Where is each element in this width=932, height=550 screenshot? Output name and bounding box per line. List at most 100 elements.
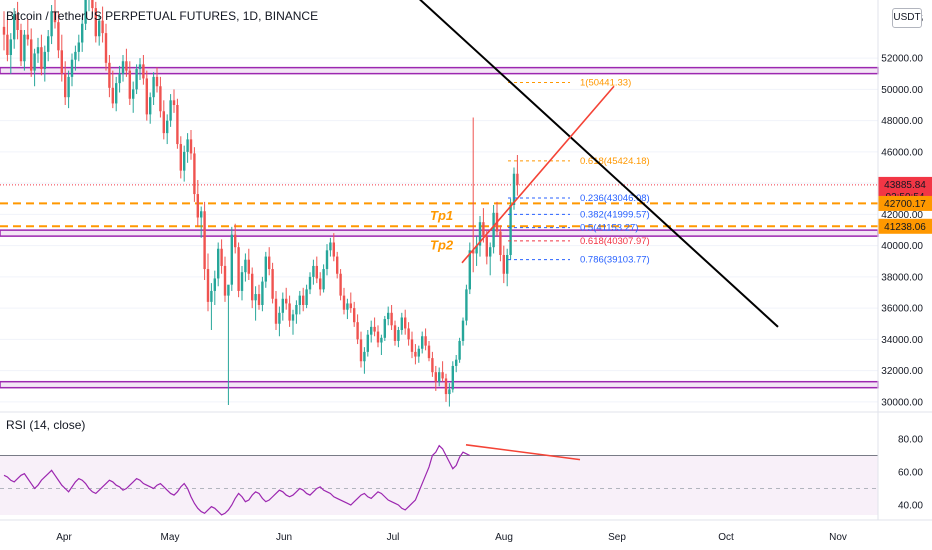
y-axis-tick-label: 50000.00 bbox=[881, 85, 923, 96]
candle-body bbox=[98, 20, 101, 37]
candle-body bbox=[108, 62, 111, 88]
candle-body bbox=[421, 336, 424, 349]
candle-body bbox=[356, 322, 359, 340]
candle-body bbox=[176, 105, 179, 145]
candle-body bbox=[492, 212, 495, 248]
candle-body bbox=[26, 34, 29, 40]
candle-body bbox=[57, 22, 60, 51]
candle-body bbox=[441, 372, 444, 379]
candle-body bbox=[104, 33, 108, 63]
candle-body bbox=[319, 278, 322, 290]
candle-body bbox=[485, 236, 488, 257]
candle-body bbox=[397, 330, 400, 341]
candle-body bbox=[169, 100, 172, 121]
candle-body bbox=[506, 255, 509, 274]
y-axis-tick-label: 40000.00 bbox=[881, 241, 923, 252]
candle-body bbox=[268, 256, 271, 270]
candle-body bbox=[424, 336, 427, 346]
candle-body bbox=[237, 247, 240, 291]
candle-body bbox=[444, 378, 448, 395]
x-axis-tick-label: Apr bbox=[56, 532, 72, 543]
candle-body bbox=[478, 222, 482, 246]
y-axis-tick-label: 48000.00 bbox=[881, 116, 923, 127]
candle-body bbox=[193, 153, 196, 195]
candle-body bbox=[489, 247, 492, 257]
candle-body bbox=[261, 281, 264, 305]
candle-body bbox=[227, 284, 230, 296]
candle-body bbox=[94, 8, 97, 37]
candle-body bbox=[23, 34, 26, 62]
candle-body bbox=[19, 30, 23, 62]
uptrend-channel-line bbox=[461, 85, 615, 264]
candle-body bbox=[325, 250, 329, 270]
candle-body bbox=[125, 61, 128, 71]
y-axis-tick-label: 30000.00 bbox=[881, 397, 923, 408]
candle-body bbox=[285, 298, 288, 304]
candle-body bbox=[472, 250, 475, 254]
currency-button[interactable]: USDT bbox=[892, 8, 922, 28]
candle-body bbox=[363, 351, 366, 362]
x-axis-tick-label: Sep bbox=[608, 532, 626, 543]
candle-body bbox=[482, 222, 485, 237]
candle-body bbox=[366, 334, 369, 352]
candle-body bbox=[448, 389, 451, 395]
candle-body bbox=[349, 303, 352, 309]
candle-body bbox=[30, 39, 33, 71]
candle-body bbox=[376, 331, 380, 343]
rsi-band bbox=[0, 455, 878, 515]
candle-body bbox=[336, 256, 339, 274]
target-label: Tp1 bbox=[430, 208, 453, 223]
y-axis-tick-label: 52000.00 bbox=[881, 54, 923, 65]
fib-level-label: 0.382(41999.57) bbox=[580, 209, 650, 220]
candle-body bbox=[373, 326, 376, 332]
candle-body bbox=[254, 294, 257, 301]
candle-body bbox=[264, 256, 267, 282]
candle-body bbox=[509, 205, 512, 255]
candle-body bbox=[81, 23, 84, 43]
candle-body bbox=[390, 312, 393, 326]
candle-body bbox=[322, 269, 325, 290]
candle-body bbox=[359, 339, 363, 362]
candle-body bbox=[455, 359, 458, 366]
candle-body bbox=[217, 248, 220, 279]
fib-level-label: 0.236(43046.08) bbox=[580, 193, 650, 204]
candle-body bbox=[121, 61, 125, 74]
candle-body bbox=[407, 328, 410, 340]
candle-body bbox=[152, 76, 155, 98]
candle-body bbox=[149, 97, 152, 115]
candle-body bbox=[234, 234, 237, 248]
candle-body bbox=[288, 303, 291, 321]
candle-body bbox=[404, 317, 407, 329]
candle-body bbox=[155, 76, 159, 87]
candle-body bbox=[417, 348, 420, 357]
candle-body bbox=[387, 312, 390, 320]
y-axis-tick-label: 38000.00 bbox=[881, 272, 923, 283]
candle-body bbox=[36, 47, 40, 54]
candle-body bbox=[33, 53, 36, 71]
rsi-line bbox=[3, 444, 471, 516]
candle-body bbox=[40, 47, 43, 70]
candle-body bbox=[189, 139, 193, 154]
candle-body bbox=[251, 273, 254, 301]
candle-body bbox=[468, 250, 471, 290]
candle-body bbox=[203, 211, 206, 270]
candle-body bbox=[159, 86, 162, 112]
candle-body bbox=[200, 211, 203, 218]
candle-body bbox=[312, 265, 315, 277]
candle-body bbox=[247, 259, 250, 274]
candle-body bbox=[2, 26, 6, 35]
candle-body bbox=[145, 78, 148, 115]
rsi-divergence-line bbox=[465, 443, 581, 461]
candle-body bbox=[502, 255, 505, 274]
rsi-title: RSI (14, close) bbox=[6, 418, 86, 432]
candle-body bbox=[213, 278, 216, 291]
candle-body bbox=[60, 50, 63, 74]
candle-body bbox=[339, 273, 342, 296]
candle-body bbox=[206, 269, 210, 302]
candle-body bbox=[9, 39, 12, 55]
x-axis-tick-label: Jul bbox=[387, 532, 400, 543]
candle-body bbox=[74, 51, 77, 60]
fib-level-label: 0.618(45424.18) bbox=[580, 156, 650, 167]
candle-body bbox=[271, 269, 274, 299]
